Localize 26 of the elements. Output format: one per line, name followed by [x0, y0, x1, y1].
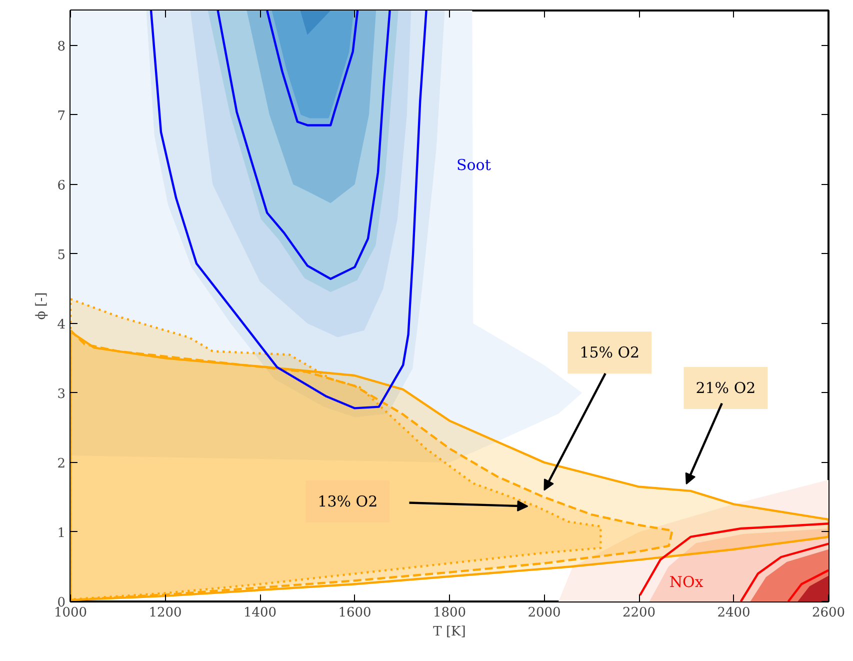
y-tick-label: 5 [57, 248, 66, 263]
x-tick-label: 2600 [812, 606, 846, 620]
annotation: 13% O2 [318, 492, 378, 510]
y-tick-label: 4 [57, 317, 66, 332]
x-tick-label: 1600 [338, 606, 372, 620]
line-series [266, 10, 359, 126]
y-tick-label: 1 [57, 526, 66, 541]
y-tick-label: 2 [57, 456, 66, 472]
x-tick-label: 2000 [528, 606, 561, 620]
annotation: 21% O2 [696, 379, 756, 398]
y-tick-label: 3 [57, 386, 66, 402]
annotation: 15% O2 [580, 344, 640, 362]
y-axis-title: ϕ [-] [34, 292, 50, 320]
annotation: NOx [669, 573, 704, 592]
annotation: Soot [456, 156, 491, 174]
x-tick-label: 2400 [717, 606, 750, 620]
x-tick-label: 2200 [622, 606, 656, 620]
y-tick-label: 6 [57, 178, 66, 194]
x-axis-title: T [K] [433, 624, 466, 640]
x-tick-label: 1400 [243, 606, 277, 620]
x-tick-label: 1200 [148, 606, 182, 620]
line-series [740, 542, 828, 602]
y-tick-label: 7 [57, 108, 66, 124]
line-series [638, 522, 828, 596]
y-tick-label: 8 [57, 39, 66, 54]
x-tick-label: 1800 [432, 606, 466, 620]
